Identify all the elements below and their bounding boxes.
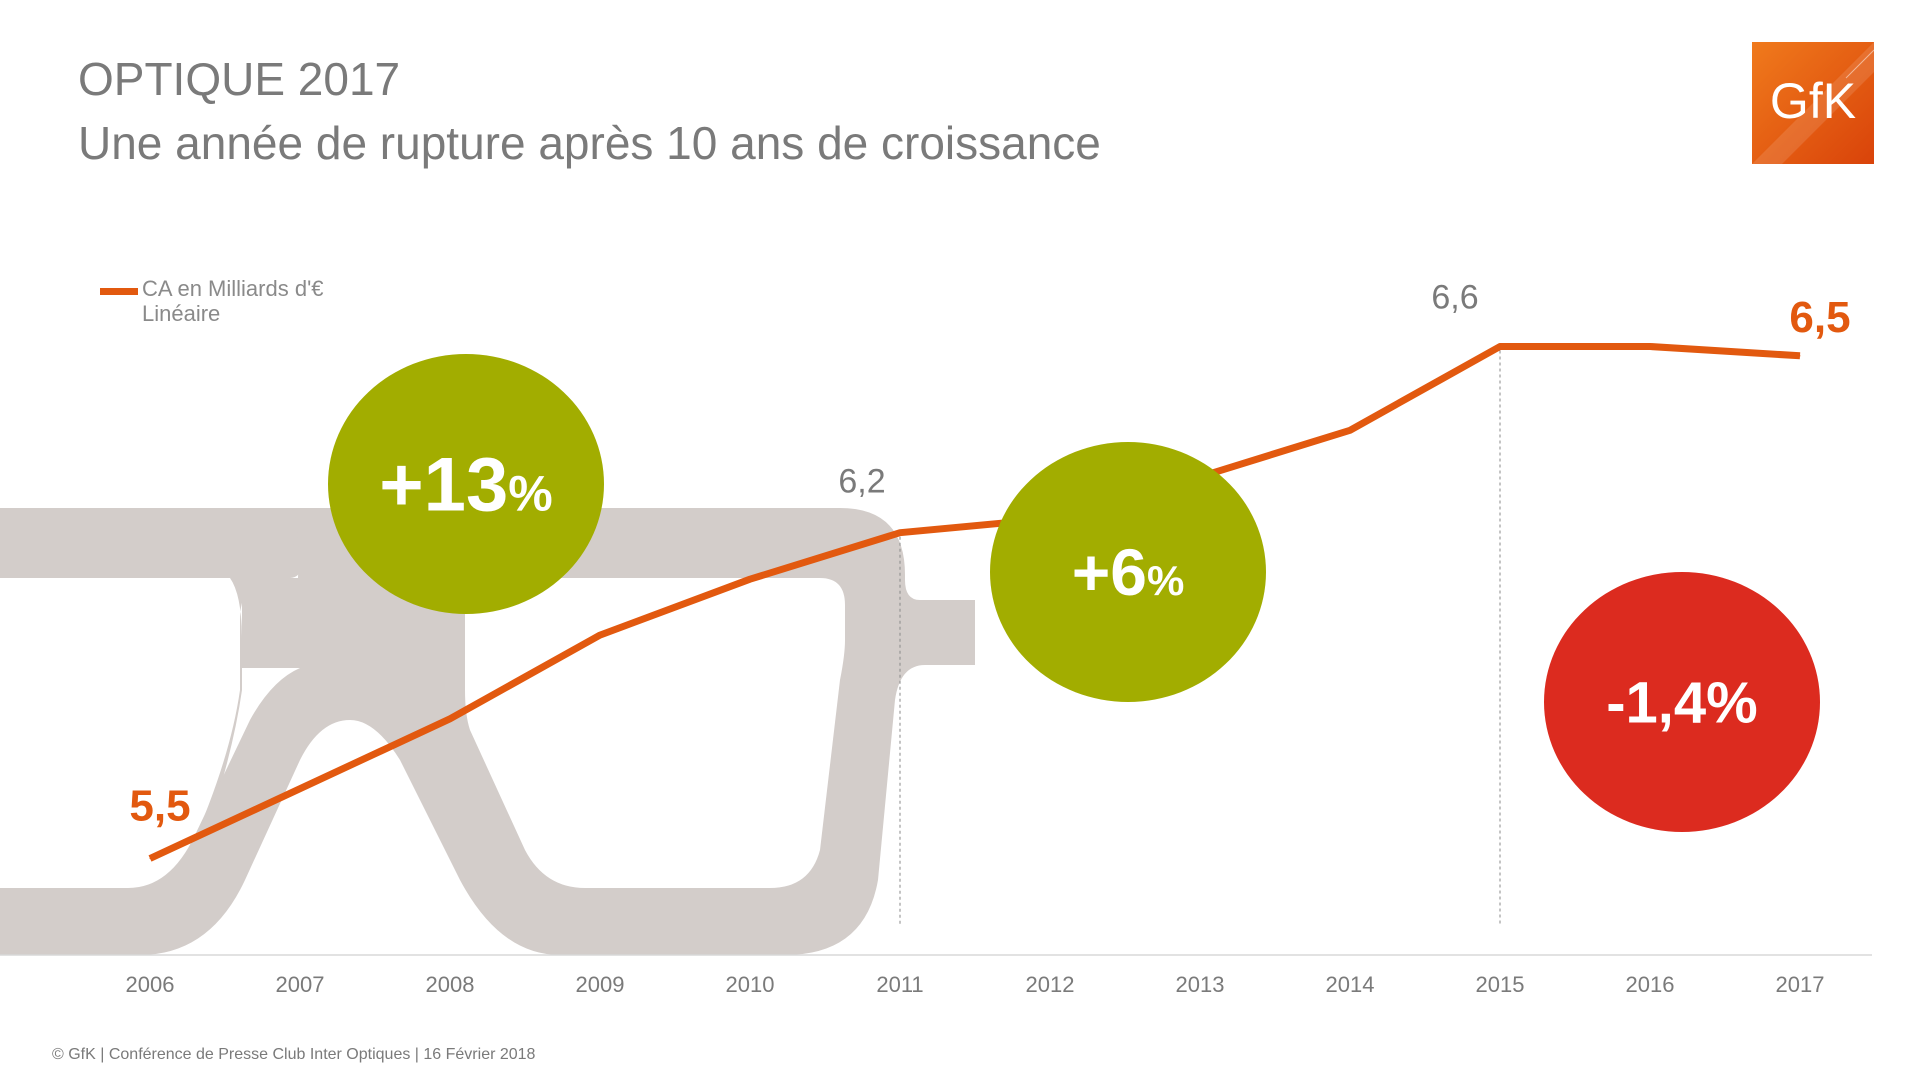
x-tick-label: 2014 <box>1326 972 1375 997</box>
gfk-logo: GfK <box>1752 42 1874 164</box>
data-label: 6,6 <box>1431 279 1478 317</box>
data-point <box>149 857 151 859</box>
data-point <box>899 532 901 534</box>
growth-bubble-label: +13% <box>379 443 552 528</box>
growth-bubble-circle <box>1544 572 1820 832</box>
svg-text:GfK: GfK <box>1770 73 1856 129</box>
footer-caption: © GfK | Conférence de Presse Club Inter … <box>52 1046 536 1063</box>
x-tick-label: 2010 <box>726 972 775 997</box>
data-label: 6,2 <box>838 463 885 501</box>
page-title: OPTIQUE 2017 <box>78 53 401 105</box>
series-line-revenue <box>148 343 1801 862</box>
data-point <box>1349 429 1351 431</box>
data-point <box>449 718 451 720</box>
x-tick-label: 2017 <box>1776 972 1825 997</box>
data-point <box>1649 346 1651 348</box>
legend-sub-label: Linéaire <box>142 301 221 326</box>
page-subtitle: Une année de rupture après 10 ans de cro… <box>78 117 1101 169</box>
x-tick-label: 2011 <box>876 972 923 997</box>
x-tick-label: 2006 <box>126 972 175 997</box>
x-tick-label: 2015 <box>1476 972 1525 997</box>
growth-bubble: +13% <box>328 354 604 614</box>
growth-bubble-circle <box>990 442 1266 702</box>
data-point <box>749 578 751 580</box>
data-point <box>1499 346 1501 348</box>
x-tick-label: 2016 <box>1626 972 1675 997</box>
data-point <box>299 788 301 790</box>
legend-series-label: CA en Milliards d'€ <box>142 276 324 301</box>
growth-bubble-circle <box>328 354 604 614</box>
data-label: 5,5 <box>129 781 190 830</box>
growth-bubble-label: -1,4% <box>1606 670 1758 735</box>
data-point <box>599 634 601 636</box>
legend-line-swatch <box>100 288 138 295</box>
data-label: 6,5 <box>1789 293 1850 342</box>
growth-bubble-label: +6% <box>1072 535 1185 609</box>
x-tick-label: 2007 <box>276 972 325 997</box>
x-tick-label: 2008 <box>426 972 475 997</box>
x-tick-label: 2012 <box>1026 972 1075 997</box>
data-point <box>1799 355 1801 357</box>
x-tick-label: 2009 <box>576 972 625 997</box>
growth-bubble: -1,4% <box>1544 572 1820 832</box>
growth-bubble: +6% <box>990 442 1266 702</box>
x-tick-label: 2013 <box>1176 972 1225 997</box>
